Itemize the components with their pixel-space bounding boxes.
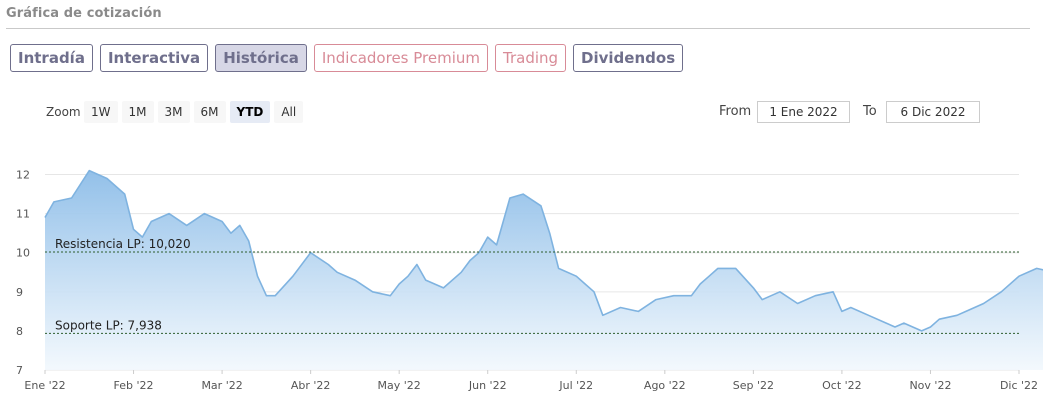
zoom-3m-button[interactable]: 3M — [157, 101, 190, 123]
tab-intradia[interactable]: Intradía — [10, 44, 93, 72]
y-tick-label: 11 — [16, 208, 30, 221]
x-tick-label: Ago '22 — [644, 379, 686, 392]
price-chart[interactable]: 7 8 9 10 11 12 Resistencia LP: 10,020 Soporte L… — [0, 150, 1043, 416]
x-tick-label: Oct '22 — [822, 379, 862, 392]
zoom-all-button[interactable]: All — [274, 101, 304, 123]
tab-indicadores-premium[interactable]: Indicadores Premium — [313, 44, 488, 72]
zoom-1m-button[interactable]: 1M — [121, 101, 154, 123]
x-tick-label: Jul '22 — [558, 379, 593, 392]
x-tick-label: Dic '22 — [1000, 379, 1038, 392]
range-to-label: To — [863, 104, 877, 119]
x-tick-label: Abr '22 — [291, 379, 331, 392]
zoom-buttons: 1W 1M 3M 6M YTD All — [84, 101, 304, 123]
tab-dividendos[interactable]: Dividendos — [573, 44, 684, 72]
tab-interactiva[interactable]: Interactiva — [99, 44, 209, 72]
support-label: Soporte LP: 7,938 — [55, 318, 162, 332]
range-from-input[interactable]: 1 Ene 2022 — [757, 101, 850, 123]
tab-historica[interactable]: Histórica — [215, 44, 307, 72]
y-tick-label: 8 — [16, 325, 23, 338]
zoom-ytd-button[interactable]: YTD — [229, 101, 271, 123]
x-tick-label: Nov '22 — [909, 379, 951, 392]
y-tick-label: 9 — [16, 286, 23, 299]
title-divider — [6, 28, 1030, 29]
resistance-label: Resistencia LP: 10,020 — [55, 237, 191, 251]
range-from-label: From — [719, 104, 752, 119]
tab-trading[interactable]: Trading — [495, 44, 567, 72]
zoom-6m-button[interactable]: 6M — [193, 101, 226, 123]
price-area — [45, 170, 1043, 370]
range-to-input[interactable]: 6 Dic 2022 — [886, 101, 980, 123]
price-line — [44, 169, 1043, 332]
zoom-1w-button[interactable]: 1W — [84, 101, 118, 123]
y-tick-label: 7 — [16, 364, 23, 377]
y-tick-label: 12 — [16, 169, 30, 182]
zoom-label: Zoom — [46, 105, 81, 119]
x-tick-label: May '22 — [378, 379, 421, 392]
x-tick-label: Sep '22 — [733, 379, 774, 392]
x-tick-label: Feb '22 — [114, 379, 154, 392]
x-tick-label: Mar '22 — [201, 379, 242, 392]
y-tick-label: 10 — [16, 247, 30, 260]
x-tick-label: Ene '22 — [24, 379, 65, 392]
x-tick-label: Jun '22 — [468, 379, 507, 392]
chart-tabs: Intradía Interactiva Histórica Indicador… — [10, 44, 684, 72]
chart-title: Gráfica de cotización — [6, 6, 162, 21]
